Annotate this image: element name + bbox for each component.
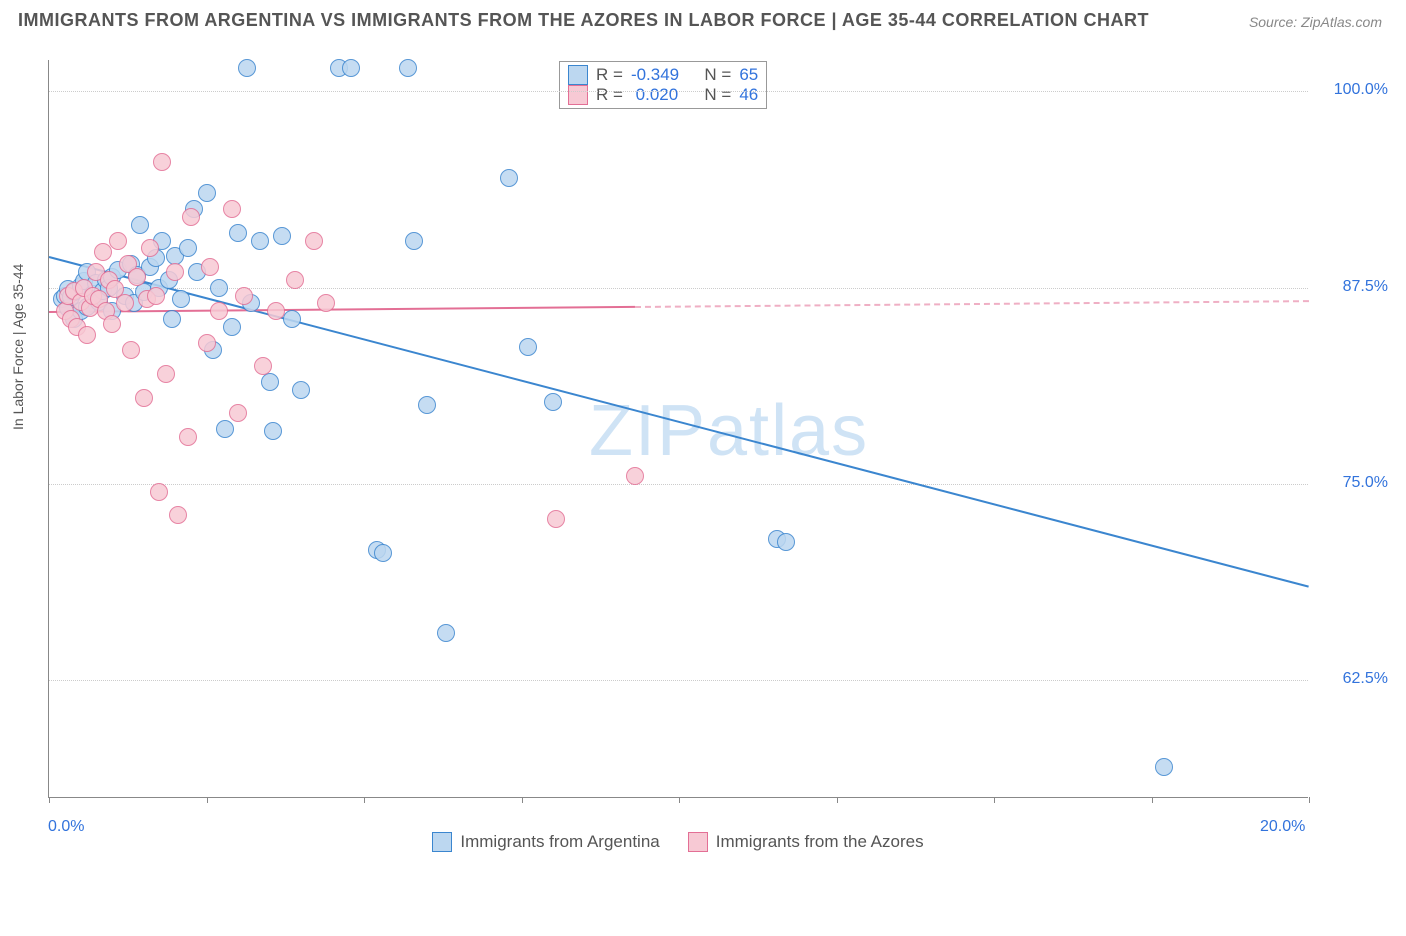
data-point-azores: [103, 315, 121, 333]
data-point-argentina: [418, 396, 436, 414]
data-point-argentina: [264, 422, 282, 440]
x-tick-label: 0.0%: [48, 818, 84, 836]
y-tick-label: 87.5%: [1318, 278, 1388, 296]
stats-legend-row: R = -0.349 N = 65: [568, 65, 758, 85]
legend-swatch: [568, 85, 588, 105]
r-label: R =: [596, 85, 623, 105]
data-point-argentina: [519, 338, 537, 356]
n-label: N =: [695, 85, 731, 105]
data-point-azores: [135, 389, 153, 407]
y-tick-label: 75.0%: [1318, 474, 1388, 492]
watermark-atlas: atlas: [707, 391, 869, 471]
data-point-argentina: [251, 232, 269, 250]
x-tick: [1152, 797, 1153, 803]
n-value: 65: [739, 65, 758, 85]
data-point-argentina: [374, 544, 392, 562]
data-point-azores: [116, 294, 134, 312]
legend-swatch: [568, 65, 588, 85]
data-point-argentina: [342, 59, 360, 77]
series-legend: Immigrants from Argentina Immigrants from…: [48, 832, 1308, 936]
data-point-azores: [150, 483, 168, 501]
data-point-azores: [626, 467, 644, 485]
source-label: Source: ZipAtlas.com: [1249, 14, 1382, 30]
y-axis-label: In Labor Force | Age 35-44: [10, 264, 26, 430]
data-point-azores: [109, 232, 127, 250]
data-point-argentina: [544, 393, 562, 411]
data-point-argentina: [399, 59, 417, 77]
data-point-azores: [153, 153, 171, 171]
data-point-azores: [78, 326, 96, 344]
data-point-azores: [169, 506, 187, 524]
data-point-azores: [166, 263, 184, 281]
x-tick: [522, 797, 523, 803]
chart-title: IMMIGRANTS FROM ARGENTINA VS IMMIGRANTS …: [18, 10, 1149, 31]
data-point-azores: [235, 287, 253, 305]
data-point-azores: [201, 258, 219, 276]
stats-legend: R = -0.349 N = 65 R = 0.020 N = 46: [559, 61, 767, 109]
data-point-argentina: [238, 59, 256, 77]
legend-swatch: [688, 832, 708, 852]
r-value: 0.020: [631, 85, 687, 105]
data-point-argentina: [1155, 758, 1173, 776]
x-tick: [364, 797, 365, 803]
gridline-h: [49, 680, 1308, 681]
data-point-argentina: [283, 310, 301, 328]
data-point-argentina: [131, 216, 149, 234]
data-point-argentina: [777, 533, 795, 551]
data-point-argentina: [172, 290, 190, 308]
data-point-argentina: [216, 420, 234, 438]
data-point-azores: [198, 334, 216, 352]
gridline-h: [49, 91, 1308, 92]
data-point-azores: [210, 302, 228, 320]
series-legend-item: Immigrants from the Azores: [688, 832, 924, 852]
data-point-argentina: [163, 310, 181, 328]
data-point-azores: [122, 341, 140, 359]
y-tick-label: 100.0%: [1318, 81, 1388, 99]
r-label: R =: [596, 65, 623, 85]
data-point-azores: [286, 271, 304, 289]
n-label: N =: [695, 65, 731, 85]
data-point-azores: [182, 208, 200, 226]
x-tick-label: 20.0%: [1260, 818, 1305, 836]
legend-swatch: [432, 832, 452, 852]
regression-line: [635, 300, 1309, 308]
y-tick-label: 62.5%: [1318, 670, 1388, 688]
data-point-argentina: [229, 224, 247, 242]
data-point-azores: [179, 428, 197, 446]
x-tick: [994, 797, 995, 803]
data-point-azores: [157, 365, 175, 383]
x-tick: [49, 797, 50, 803]
x-tick: [837, 797, 838, 803]
series-legend-label: Immigrants from the Azores: [716, 832, 924, 852]
data-point-argentina: [437, 624, 455, 642]
data-point-azores: [147, 287, 165, 305]
data-point-azores: [547, 510, 565, 528]
series-legend-item: Immigrants from Argentina: [432, 832, 659, 852]
data-point-argentina: [292, 381, 310, 399]
data-point-argentina: [405, 232, 423, 250]
stats-legend-row: R = 0.020 N = 46: [568, 85, 758, 105]
data-point-azores: [305, 232, 323, 250]
data-point-azores: [128, 268, 146, 286]
x-tick: [1309, 797, 1310, 803]
data-point-argentina: [223, 318, 241, 336]
r-value: -0.349: [631, 65, 687, 85]
series-legend-label: Immigrants from Argentina: [460, 832, 659, 852]
data-point-argentina: [179, 239, 197, 257]
data-point-argentina: [210, 279, 228, 297]
data-point-argentina: [273, 227, 291, 245]
n-value: 46: [739, 85, 758, 105]
gridline-h: [49, 484, 1308, 485]
plot-area: ZIPatlas R =-0.349 N =65R = 0.020 N =46 …: [48, 60, 1308, 798]
data-point-argentina: [500, 169, 518, 187]
data-point-argentina: [261, 373, 279, 391]
data-point-azores: [267, 302, 285, 320]
data-point-argentina: [198, 184, 216, 202]
data-point-azores: [229, 404, 247, 422]
data-point-azores: [223, 200, 241, 218]
x-tick: [679, 797, 680, 803]
x-tick: [207, 797, 208, 803]
data-point-azores: [94, 243, 112, 261]
